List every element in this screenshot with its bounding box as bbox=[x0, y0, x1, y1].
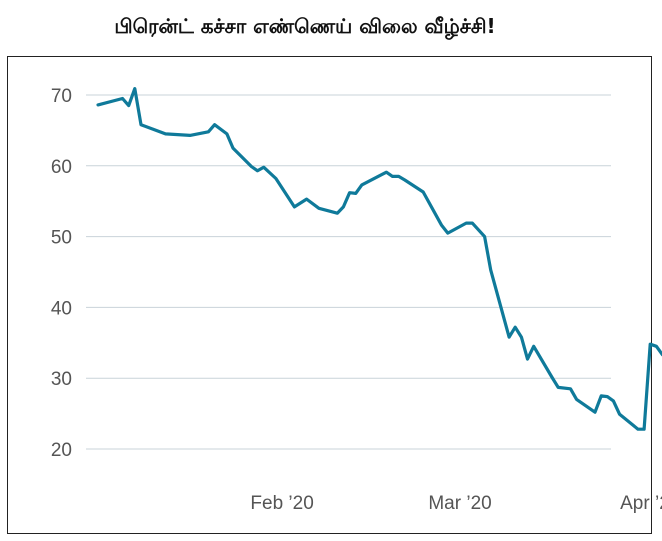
y-tick-label: 40 bbox=[51, 298, 72, 319]
y-tick-label: 60 bbox=[51, 157, 72, 178]
chart-title: பிரென்ட் கச்சா எண்ணெய் விலை வீழ்ச்சி! bbox=[114, 14, 496, 38]
price-line bbox=[96, 86, 662, 431]
y-tick-label: 50 bbox=[51, 228, 72, 249]
x-tick-label: Feb ’20 bbox=[250, 493, 313, 514]
x-tick-label: Mar ’20 bbox=[428, 493, 491, 514]
y-tick-label: 30 bbox=[51, 369, 72, 390]
y-tick-label: 20 bbox=[51, 440, 72, 461]
x-tick-label: Apr ’20 bbox=[620, 493, 662, 514]
y-tick-label: 70 bbox=[51, 86, 72, 107]
chart-frame bbox=[7, 56, 652, 534]
